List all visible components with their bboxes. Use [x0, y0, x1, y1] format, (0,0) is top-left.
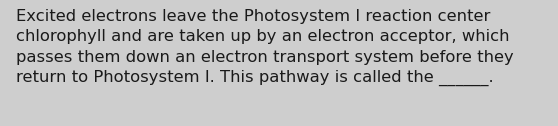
Text: Excited electrons leave the Photosystem I reaction center
chlorophyll and are ta: Excited electrons leave the Photosystem … [16, 9, 513, 86]
